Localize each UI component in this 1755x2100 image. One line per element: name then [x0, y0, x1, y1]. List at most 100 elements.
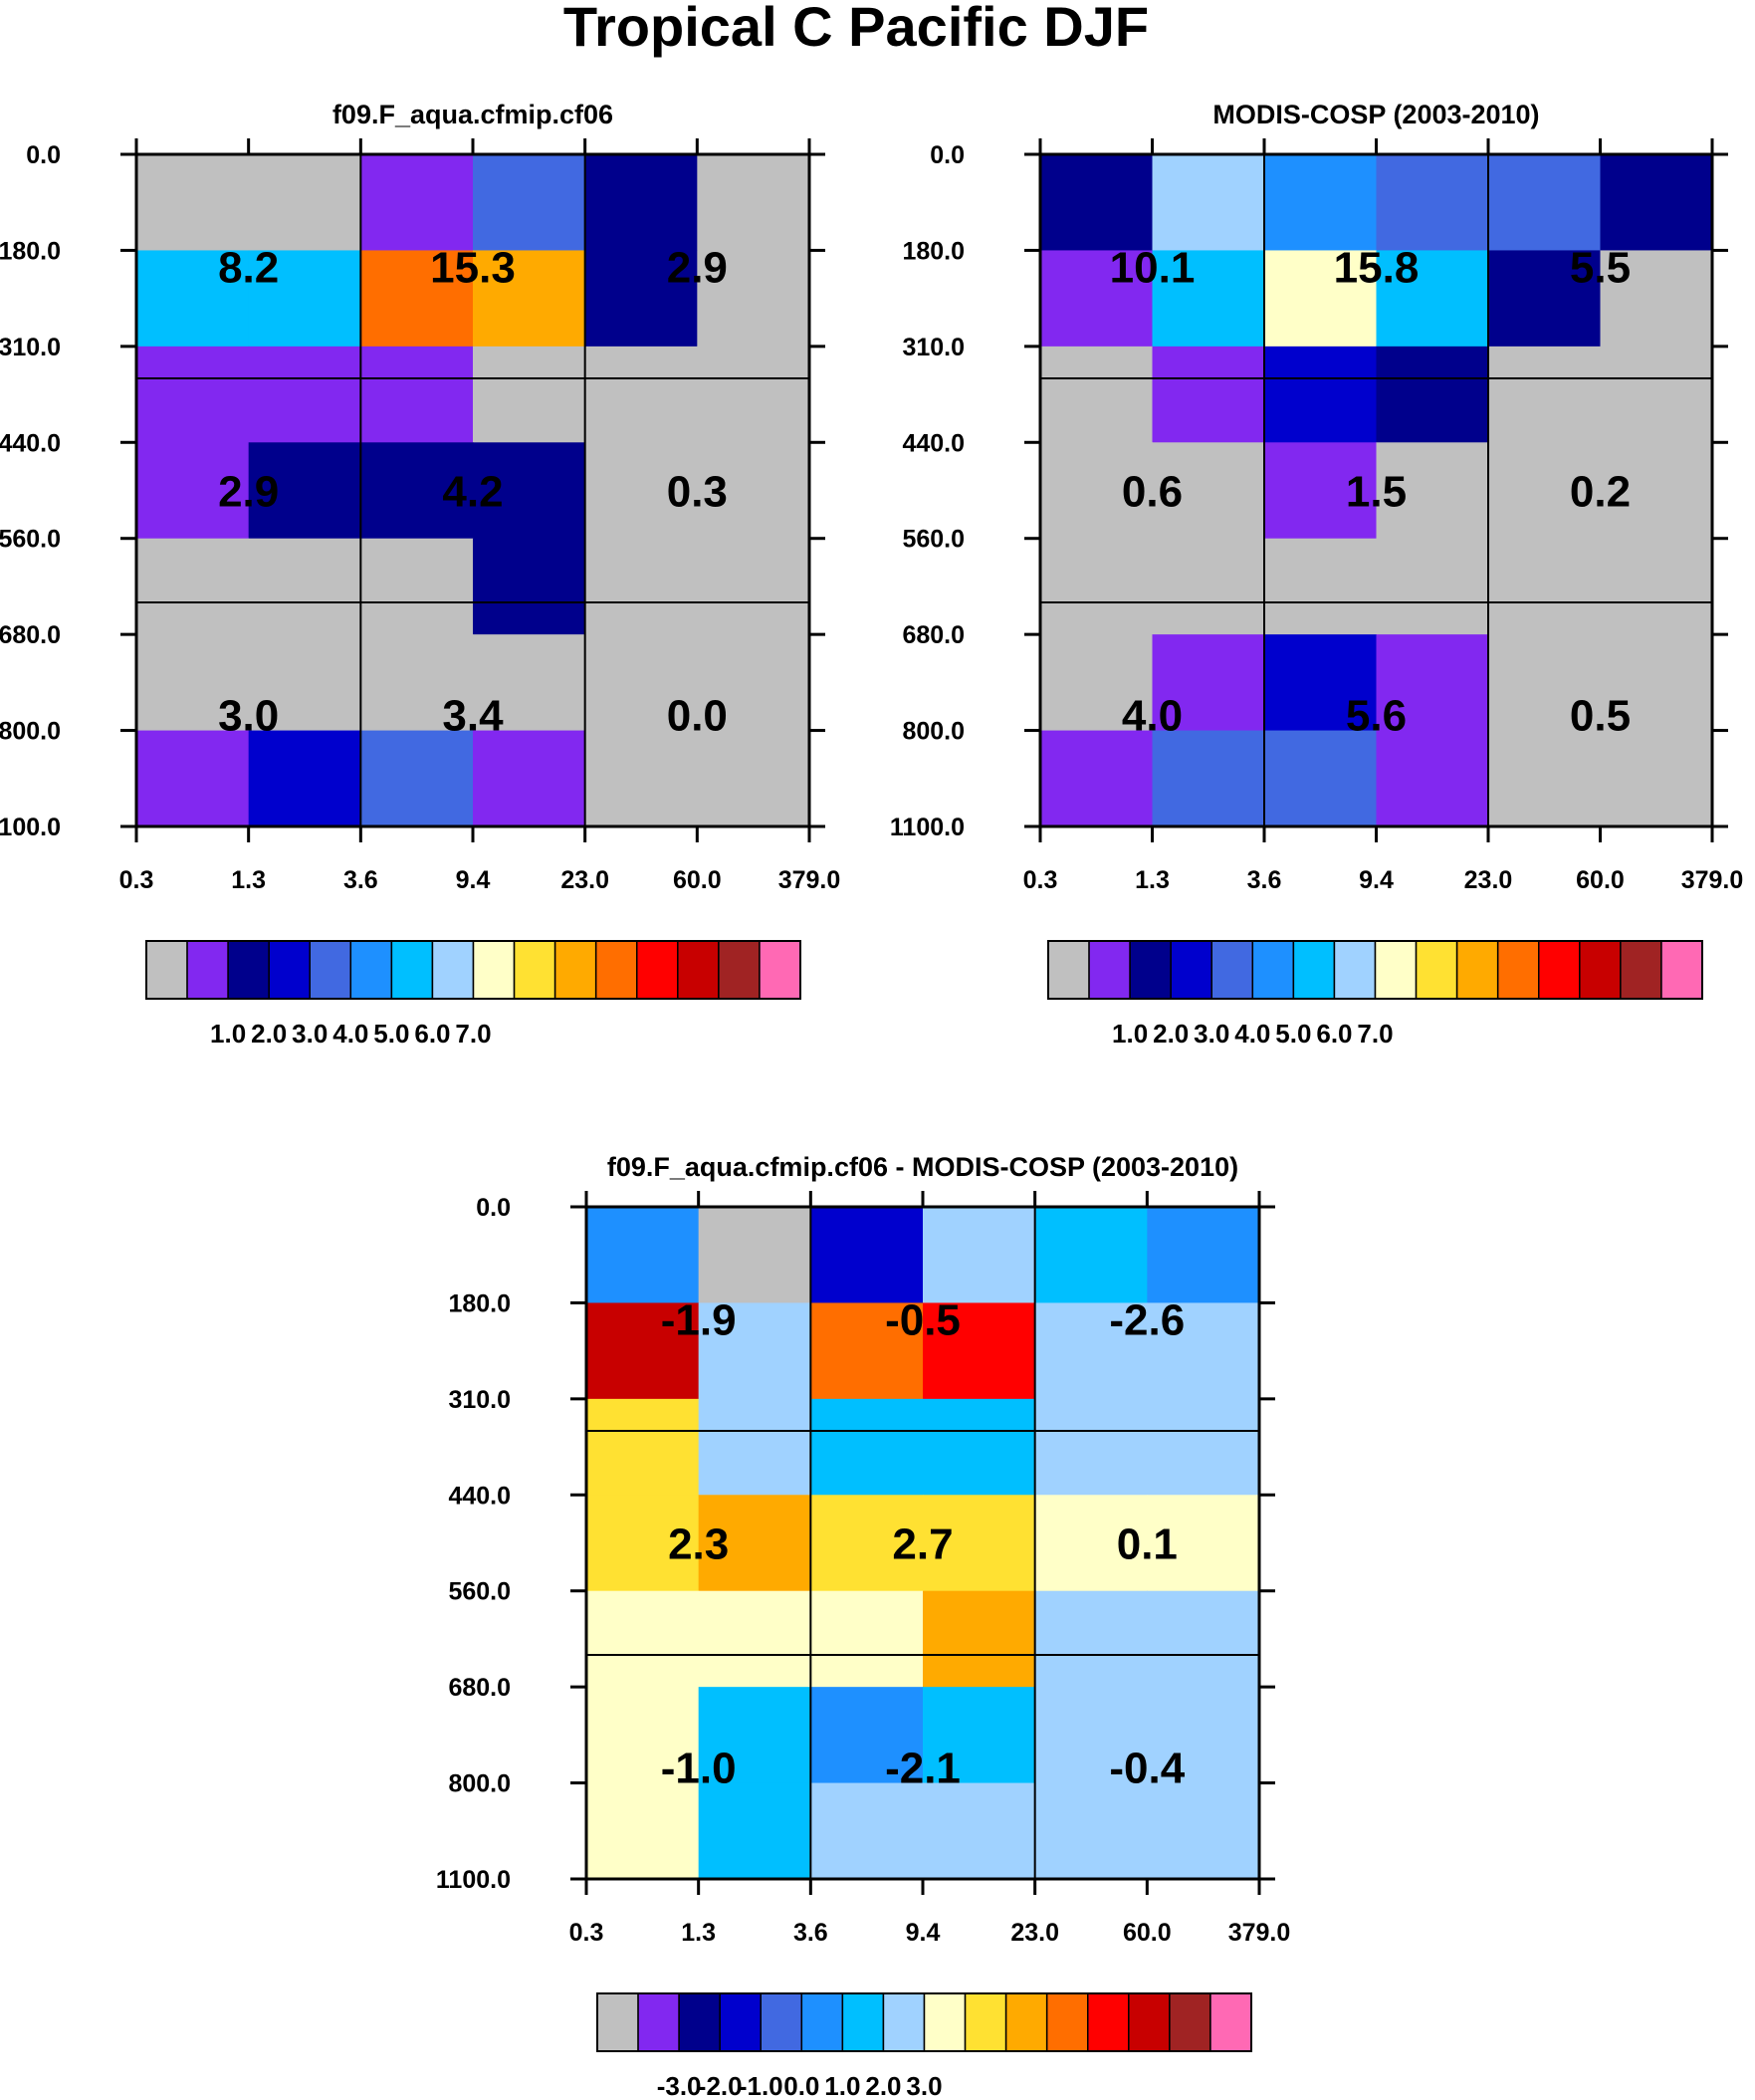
heatmap-cell [697, 442, 810, 540]
heatmap-cell [136, 442, 250, 540]
heatmap-cell [248, 730, 361, 827]
colorbar-box [1128, 1992, 1171, 2052]
colorbar-box [1496, 940, 1540, 1000]
heatmap-cell [1040, 250, 1154, 348]
colorbar-box [1333, 940, 1377, 1000]
colorbar-box [1047, 940, 1090, 1000]
y-tick-label: 800.0 [0, 718, 61, 746]
heatmap-cell [1488, 250, 1602, 348]
y-tick-label: 440.0 [448, 1482, 511, 1510]
colorbar-box [1538, 940, 1581, 1000]
heatmap-cell [1376, 634, 1489, 732]
x-tick-label: 0.3 [569, 1919, 604, 1947]
colorbar-box [718, 940, 761, 1000]
heatmap-cell [586, 1782, 700, 1880]
x-tick-label: 379.0 [778, 866, 841, 894]
box-value-label: 4.2 [442, 468, 503, 517]
colorbar-box [349, 940, 393, 1000]
colorbar-box [636, 940, 679, 1000]
heatmap-cell [473, 154, 586, 252]
heatmap-cell [810, 1398, 924, 1496]
heatmap-cell [810, 1302, 924, 1400]
y-tick-label: 1100.0 [436, 1866, 511, 1894]
box-value-label: 15.8 [1334, 244, 1420, 293]
colorbar-tick-label: 1.0 [824, 2071, 860, 2100]
y-tick-label: 0.0 [26, 141, 61, 169]
heatmap-cell [810, 1687, 924, 1784]
heatmap-cell [810, 1207, 924, 1304]
heatmap-cell [1034, 1207, 1148, 1304]
colorbar-box [678, 1992, 721, 2052]
colorbar-box [1129, 940, 1172, 1000]
colorbar-box [1088, 940, 1131, 1000]
colorbar-tick-label: 2.0 [1153, 1019, 1189, 1049]
box-value-label: 3.0 [218, 692, 279, 741]
heatmap-cell [697, 154, 810, 252]
heatmap-cell [1152, 730, 1265, 827]
box-value-label: 0.5 [1570, 692, 1631, 741]
colorbar: -3.0-2.0-1.0 0.0 1.0 2.0 3.0 [596, 1992, 1252, 2100]
colorbar-box [1209, 1992, 1252, 2052]
heatmap-cell [586, 1495, 700, 1592]
colorbar-box [594, 940, 638, 1000]
heatmap-cell [1147, 1495, 1260, 1592]
heatmap-cell [1040, 442, 1154, 540]
colorbar-tick-label: 1.0 [210, 1019, 246, 1049]
heatmap-cell [584, 250, 698, 348]
colorbar-box [309, 940, 352, 1000]
heatmap-cell [1600, 346, 1713, 443]
colorbar-box [1579, 940, 1622, 1000]
heatmap-cell [698, 1302, 811, 1400]
y-tick-label: 180.0 [448, 1289, 511, 1317]
x-tick-label: 60.0 [1123, 1919, 1172, 1947]
colorbar-box [800, 1992, 844, 2052]
colorbar-tick-label: 4.0 [1234, 1019, 1270, 1049]
box-value-label: 0.1 [1117, 1520, 1178, 1569]
box-value-label: -1.9 [661, 1296, 737, 1345]
heatmap-cell [136, 154, 250, 252]
heatmap-cell [1376, 346, 1489, 443]
y-tick-label: 180.0 [0, 237, 61, 265]
heatmap-cell [1040, 346, 1154, 443]
colorbar-box [227, 940, 270, 1000]
heatmap-cell [810, 1495, 924, 1592]
heatmap-cell [248, 442, 361, 540]
y-tick-label: 560.0 [0, 526, 61, 554]
box-value-label: 3.4 [442, 692, 504, 741]
colorbar-box [677, 940, 720, 1000]
colorbar-tick-label: -2.0 [698, 2071, 743, 2100]
colorbar-box [145, 940, 188, 1000]
colorbar-tick-label: 4.0 [332, 1019, 368, 1049]
colorbar-tick-label: 5.0 [373, 1019, 409, 1049]
heatmap-cell [248, 634, 361, 732]
figure-title: Tropical C Pacific DJF [563, 0, 1149, 58]
heatmap-cell [586, 1207, 700, 1304]
heatmap-cell [1264, 538, 1378, 635]
heatmap-cell [1264, 634, 1378, 732]
colorbar-box [964, 1992, 1007, 2052]
colorbar-tick-label: 7.0 [1357, 1019, 1393, 1049]
heatmap-cell [1376, 250, 1489, 348]
heatmap-cell [1147, 1398, 1260, 1496]
x-tick-label: 9.4 [1359, 866, 1394, 894]
heatmap-cell [1600, 442, 1713, 540]
heatmap-cell [923, 1398, 1036, 1496]
colorbar-box [596, 1992, 639, 2052]
heatmap-cell [1264, 154, 1378, 252]
heatmap-cell [1034, 1398, 1148, 1496]
y-tick-label: 310.0 [902, 334, 965, 361]
heatmap-cell [360, 634, 474, 732]
heatmap-cell [136, 346, 250, 443]
colorbar: 1.0 2.0 3.0 4.0 5.0 6.0 7.0 [145, 940, 801, 1049]
heatmap-cell [698, 1782, 811, 1880]
box-value-label: 0.3 [667, 468, 728, 517]
colorbar-tick-label: 2.0 [251, 1019, 287, 1049]
colorbar-box [1210, 940, 1254, 1000]
heatmap-cell [1034, 1302, 1148, 1400]
heatmap-cell [136, 730, 250, 827]
heatmap-cell [1152, 346, 1265, 443]
colorbar-box [719, 1992, 763, 2052]
x-tick-label: 9.4 [906, 1919, 941, 1947]
box-value-label: 0.2 [1570, 468, 1631, 517]
heatmap-cell [360, 346, 474, 443]
